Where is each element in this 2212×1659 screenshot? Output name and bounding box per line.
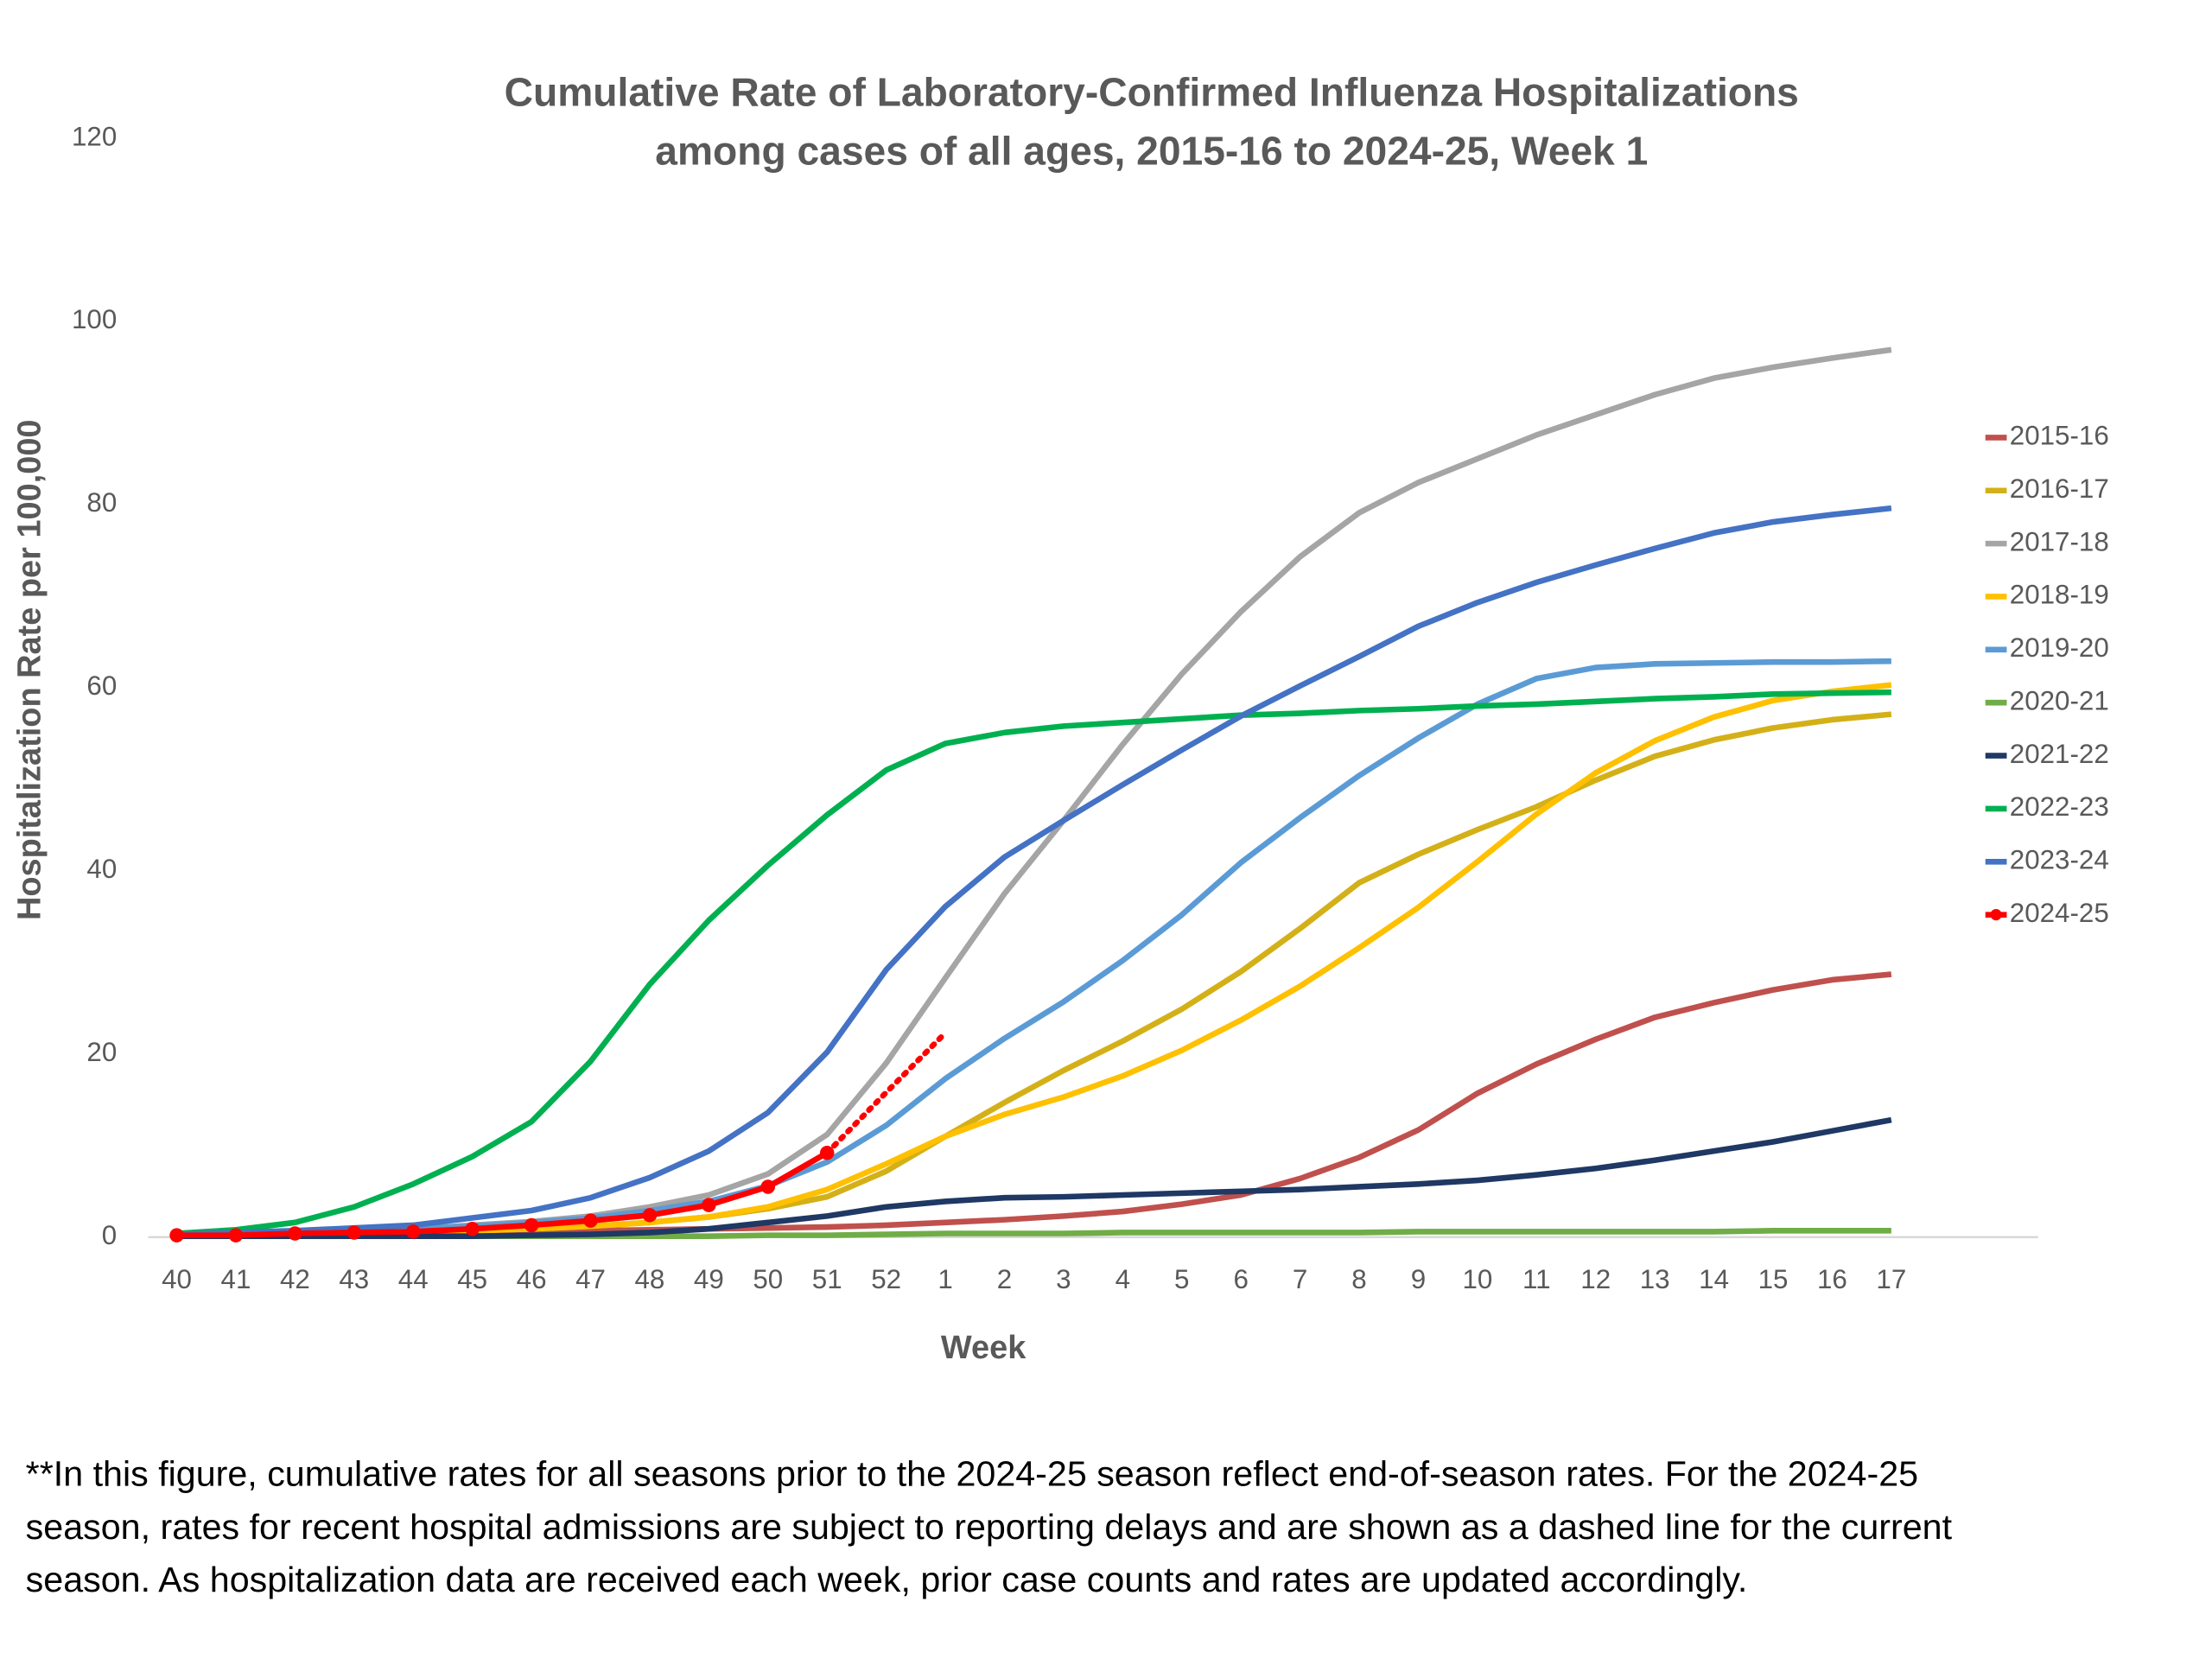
- y-tick-label: 120: [72, 121, 117, 151]
- legend-label: 2023-24: [2010, 845, 2109, 875]
- x-tick-label: 44: [398, 1264, 429, 1294]
- x-tick-label: 8: [1351, 1264, 1366, 1294]
- legend-label: 2018-19: [2010, 580, 2109, 610]
- legend-label: 2017-18: [2010, 526, 2109, 556]
- point: [760, 1179, 776, 1194]
- x-tick-label: 11: [1522, 1264, 1551, 1294]
- x-tick-label: 16: [1817, 1264, 1847, 1294]
- x-axis-label: Week: [941, 1330, 1027, 1366]
- x-tick-label: 43: [339, 1264, 369, 1294]
- point: [465, 1221, 480, 1236]
- legend-label: 2024-25: [2010, 898, 2109, 928]
- legend-label: 2015-16: [2010, 421, 2109, 451]
- legend-label: 2020-21: [2010, 685, 2109, 715]
- x-tick-label: 2: [997, 1264, 1012, 1294]
- y-tick-label: 20: [86, 1037, 117, 1067]
- x-tick-label: 10: [1462, 1264, 1492, 1294]
- x-tick-label: 47: [575, 1264, 606, 1294]
- legend-label: 2022-23: [2010, 791, 2109, 822]
- y-tick-label: 80: [86, 487, 117, 518]
- x-tick-label: 12: [1580, 1264, 1611, 1294]
- point: [288, 1226, 302, 1241]
- series-line: [176, 1116, 1892, 1239]
- x-tick-label: 5: [1174, 1264, 1189, 1294]
- point: [346, 1225, 362, 1240]
- x-tick-label: 3: [1056, 1264, 1071, 1294]
- series-line: [176, 711, 1892, 1238]
- series-line: [176, 505, 1892, 1237]
- legend-label: 2021-22: [2010, 739, 2109, 769]
- x-tick-label: 13: [1640, 1264, 1670, 1294]
- point: [405, 1224, 421, 1239]
- legend-label: 2016-17: [2010, 474, 2109, 504]
- x-tick-label: 17: [1876, 1264, 1906, 1294]
- x-tick-label: 14: [1699, 1264, 1729, 1294]
- point: [524, 1217, 539, 1233]
- x-tick-label: 45: [457, 1264, 487, 1294]
- x-tick-label: 15: [1758, 1264, 1789, 1294]
- series-line: [176, 658, 1891, 1237]
- chart-title: among cases of all ages, 2015-16 to 2024…: [655, 128, 1648, 173]
- y-tick-label: 100: [72, 304, 117, 334]
- legend-label: 2019-20: [2010, 632, 2109, 663]
- x-tick-label: 41: [221, 1264, 251, 1294]
- x-tick-label: 52: [871, 1264, 901, 1294]
- point: [702, 1198, 716, 1212]
- point: [819, 1146, 835, 1160]
- x-tick-label: 6: [1233, 1264, 1248, 1294]
- dashed-line: [823, 1030, 949, 1156]
- series-line: [176, 689, 1891, 1236]
- x-tick-label: 7: [1293, 1264, 1307, 1294]
- x-tick-label: 40: [162, 1264, 192, 1294]
- chart-title: Cumulative Rate of Laboratory-Confirmed …: [505, 70, 1799, 115]
- footnote: season, rates for recent hospital admiss…: [26, 1507, 1953, 1547]
- point: [169, 1228, 184, 1243]
- x-tick-label: 50: [753, 1264, 783, 1294]
- y-tick-label: 60: [86, 671, 117, 701]
- legend-marker: [1990, 909, 2002, 921]
- x-tick-label: 1: [938, 1264, 952, 1294]
- y-tick-label: 0: [102, 1220, 117, 1250]
- x-tick-label: 48: [635, 1264, 665, 1294]
- x-tick-label: 49: [694, 1264, 724, 1294]
- x-tick-label: 9: [1411, 1264, 1426, 1294]
- y-tick-label: 40: [86, 854, 117, 884]
- x-tick-label: 46: [517, 1264, 547, 1294]
- x-tick-label: 4: [1116, 1264, 1130, 1294]
- x-tick-label: 42: [280, 1264, 310, 1294]
- point: [583, 1213, 598, 1228]
- point: [642, 1208, 658, 1223]
- series-line: [176, 1150, 829, 1238]
- point: [228, 1228, 244, 1243]
- footnote: **In this figure, cumulative rates for a…: [26, 1454, 1918, 1494]
- series-line: [176, 346, 1892, 1238]
- y-axis-label: Hospitalization Rate per 100,000: [11, 419, 48, 920]
- footnote: season. As hospitalization data are rece…: [26, 1560, 1748, 1599]
- x-tick-label: 51: [812, 1264, 842, 1294]
